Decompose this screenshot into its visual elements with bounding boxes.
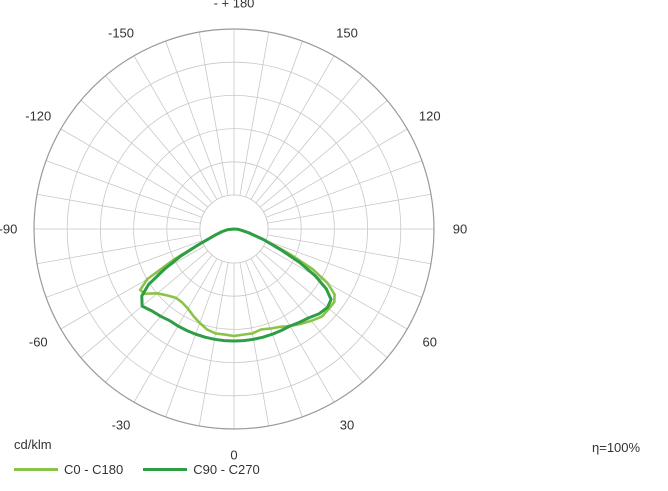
angle-label: -120 [25, 108, 52, 124]
grid-spoke [267, 193, 432, 224]
grid-ring [133, 128, 335, 330]
angle-label: -150 [107, 25, 135, 41]
angle-label: -60 [28, 334, 48, 350]
grid-spoke [45, 240, 203, 298]
legend: C0 - C180 C90 - C270 [14, 462, 280, 477]
grid-spoke [245, 260, 303, 418]
grid-spoke [133, 258, 218, 403]
grid-spoke [36, 193, 201, 224]
legend-swatch-c90-c270 [143, 468, 188, 471]
grid-spoke [265, 160, 423, 218]
grid-spoke [105, 75, 213, 204]
grid-spoke [245, 40, 303, 198]
grid-ring [66, 61, 402, 397]
angle-label: - + 180 [213, 0, 255, 11]
angle-label: 150 [336, 25, 358, 41]
grid-spoke [259, 100, 388, 208]
angle-label: 60 [422, 334, 437, 350]
grid-spoke [133, 55, 218, 200]
unit-label: cd/klm [14, 437, 52, 452]
grid-spoke [105, 254, 213, 383]
grid-spoke [265, 240, 423, 298]
grid-spoke [259, 250, 388, 358]
polar-grid [33, 28, 435, 430]
legend-label-c0-c180: C0 - C180 [64, 462, 124, 477]
grid-spoke [45, 160, 203, 218]
grid-spoke [239, 31, 270, 196]
grid-spoke [267, 234, 432, 265]
legend-label-c90-c270: C90 - C270 [193, 462, 260, 477]
angle-label: -30 [111, 417, 131, 433]
grid-spoke [198, 31, 229, 196]
grid-spoke [36, 234, 201, 265]
curve-c0-c180 [138, 227, 336, 338]
grid-spoke [250, 258, 335, 403]
grid-ring [166, 161, 302, 297]
grid-spoke [80, 250, 209, 358]
grid-spoke [80, 100, 209, 208]
grid-ring [99, 94, 369, 364]
curves [138, 227, 336, 343]
angle-label: 0 [230, 447, 238, 463]
angle-label: 120 [418, 108, 441, 124]
legend-item-c90-c270: C90 - C270 [143, 462, 260, 477]
grid-ring [33, 28, 435, 430]
grid-spoke [263, 245, 408, 330]
angle-label: 90 [452, 221, 468, 237]
angle-label: -90 [0, 221, 18, 237]
angle-label: 30 [339, 417, 355, 433]
grid-spoke [239, 262, 270, 427]
grid-spoke [165, 40, 223, 198]
grid-spoke [60, 245, 205, 330]
grid-spoke [198, 262, 229, 427]
grid-spoke [263, 128, 408, 213]
grid-spoke [255, 75, 363, 204]
curve-c90-c270 [140, 227, 333, 343]
grid-spoke [60, 128, 205, 213]
efficiency-label: η=100% [592, 440, 641, 455]
legend-item-c0-c180: C0 - C180 [14, 462, 123, 477]
grid-spoke [250, 55, 335, 200]
grid-spoke [165, 260, 223, 418]
legend-swatch-c0-c180 [14, 468, 58, 471]
